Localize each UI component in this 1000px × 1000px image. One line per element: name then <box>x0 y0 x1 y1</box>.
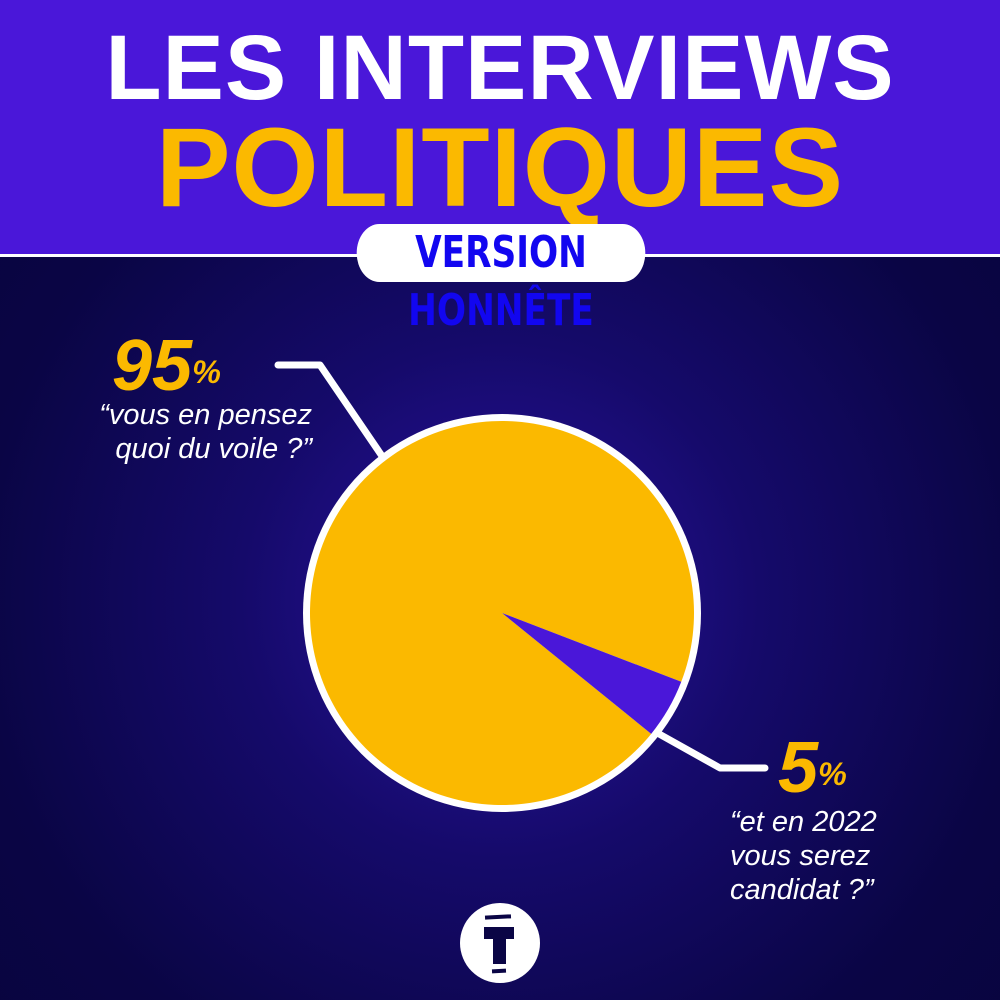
header: LES INTERVIEWS POLITIQUES <box>0 0 1000 257</box>
label-95-line2: quoi du voile ?” <box>115 433 312 465</box>
leader-line-5 <box>648 726 769 772</box>
label-95: “vous en pensez quoi du voile ?” <box>50 398 312 466</box>
title-line1: LES INTERVIEWS <box>105 17 895 119</box>
t-logo-icon <box>460 903 540 983</box>
label-95-line1: “vous en pensez <box>99 399 312 431</box>
leader-line-95 <box>274 361 386 460</box>
pct-95: 95% <box>112 326 221 406</box>
pct-5: 5% <box>778 728 847 808</box>
title-line2: POLITIQUES <box>155 105 845 230</box>
label-5-line1: “et en 2022 <box>730 806 877 838</box>
label-5: “et en 2022 vous serez candidat ?” <box>730 805 877 907</box>
pie-slice-95 <box>310 421 695 805</box>
pie-slice-5 <box>502 613 682 734</box>
label-5-line3: candidat ?” <box>730 874 874 906</box>
version-badge: VERSION HONNÊTE <box>356 224 646 336</box>
label-5-line2: vous serez <box>730 840 871 872</box>
